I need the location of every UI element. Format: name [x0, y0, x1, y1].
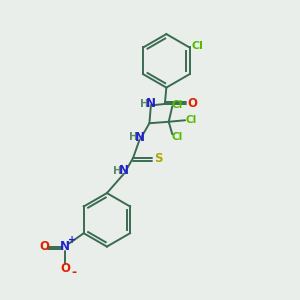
Text: N: N — [119, 164, 129, 177]
Text: S: S — [154, 152, 163, 164]
Text: -: - — [71, 266, 76, 279]
Text: H: H — [140, 99, 148, 109]
Text: H: H — [129, 132, 137, 142]
Text: N: N — [146, 98, 156, 110]
Text: Cl: Cl — [186, 115, 197, 125]
Text: N: N — [60, 240, 70, 253]
Text: Cl: Cl — [192, 41, 204, 51]
Text: O: O — [39, 240, 49, 253]
Text: N: N — [135, 131, 145, 144]
Text: O: O — [188, 98, 198, 110]
Text: Cl: Cl — [171, 132, 183, 142]
Text: +: + — [68, 235, 76, 245]
Text: O: O — [60, 262, 70, 275]
Text: Cl: Cl — [171, 100, 183, 110]
Text: H: H — [113, 166, 122, 176]
